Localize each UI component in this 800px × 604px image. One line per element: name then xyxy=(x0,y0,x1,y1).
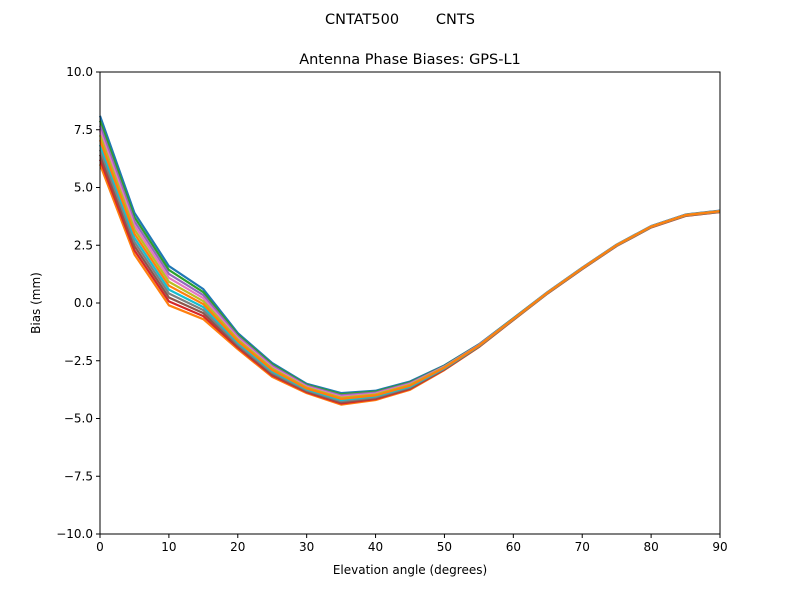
x-tick-label: 10 xyxy=(161,540,176,554)
x-tick-label: 50 xyxy=(437,540,452,554)
series-line-7 xyxy=(98,149,721,403)
x-tick-label: 0 xyxy=(96,540,104,554)
x-tick-label: 60 xyxy=(506,540,521,554)
y-tick-label: −2.5 xyxy=(64,354,93,368)
y-tick-label: 2.5 xyxy=(74,238,93,252)
y-tick-label: −5.0 xyxy=(64,412,93,426)
series-line-2 xyxy=(98,120,721,396)
series-line-9 xyxy=(98,144,721,402)
series-line-8 xyxy=(98,134,721,399)
x-axis-label: Elevation angle (degrees) xyxy=(333,563,487,577)
y-tick-label: −10.0 xyxy=(56,527,93,541)
chart-title: Antenna Phase Biases: GPS-L1 xyxy=(299,52,521,68)
series-line-0 xyxy=(98,115,721,395)
y-tick-label: 0.0 xyxy=(74,296,93,310)
chart-suptitle: CNTAT500 CNTS xyxy=(325,12,475,28)
series-line-5 xyxy=(98,154,721,404)
series-line-6 xyxy=(98,130,721,398)
x-tick-label: 80 xyxy=(643,540,658,554)
y-tick-label: 7.5 xyxy=(74,123,93,137)
series-line-10 xyxy=(98,139,721,400)
y-tick-label: 10.0 xyxy=(66,65,93,79)
x-tick-label: 70 xyxy=(575,540,590,554)
y-tick-label: 5.0 xyxy=(74,181,93,195)
series-lines xyxy=(98,115,721,406)
x-tick-label: 90 xyxy=(712,540,727,554)
x-axis: 0 10 20 30 40 50 60 70 80 90 xyxy=(96,534,728,554)
y-tick-label: −7.5 xyxy=(64,469,93,483)
series-line-4 xyxy=(98,125,721,397)
x-tick-label: 40 xyxy=(368,540,383,554)
y-axis: −10.0 −7.5 −5.0 −2.5 0.0 2.5 5.0 7.5 10.0 xyxy=(56,65,100,541)
x-tick-label: 20 xyxy=(230,540,245,554)
x-tick-label: 30 xyxy=(299,540,314,554)
y-axis-label: Bias (mm) xyxy=(29,272,43,334)
